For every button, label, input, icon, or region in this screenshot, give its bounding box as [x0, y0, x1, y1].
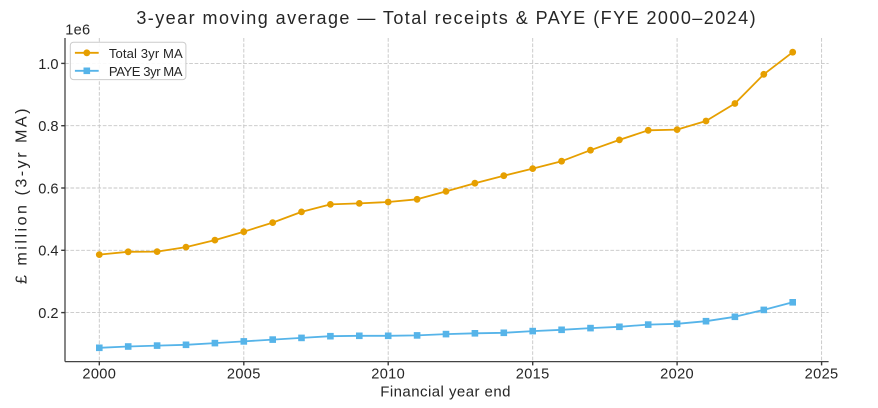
- svg-text:1.0: 1.0: [38, 57, 58, 73]
- svg-text:2000: 2000: [82, 366, 116, 382]
- svg-text:Total 3yr MA: Total 3yr MA: [109, 46, 183, 61]
- svg-text:2025: 2025: [805, 366, 839, 382]
- svg-text:2005: 2005: [227, 366, 261, 382]
- svg-text:0.6: 0.6: [38, 181, 58, 197]
- svg-text:£ million (3-yr MA): £ million (3-yr MA): [13, 106, 31, 284]
- svg-text:3-year moving average — Total: 3-year moving average — Total receipts &…: [136, 8, 757, 28]
- svg-text:2010: 2010: [371, 366, 405, 382]
- svg-text:0.4: 0.4: [38, 244, 58, 260]
- svg-text:PAYE 3yr MA: PAYE 3yr MA: [109, 64, 183, 79]
- svg-text:0.2: 0.2: [38, 306, 58, 322]
- svg-text:0.8: 0.8: [38, 119, 58, 135]
- svg-text:2015: 2015: [516, 366, 550, 382]
- svg-text:2020: 2020: [660, 366, 694, 382]
- svg-text:1e6: 1e6: [65, 23, 90, 39]
- svg-text:Financial year end: Financial year end: [380, 383, 511, 400]
